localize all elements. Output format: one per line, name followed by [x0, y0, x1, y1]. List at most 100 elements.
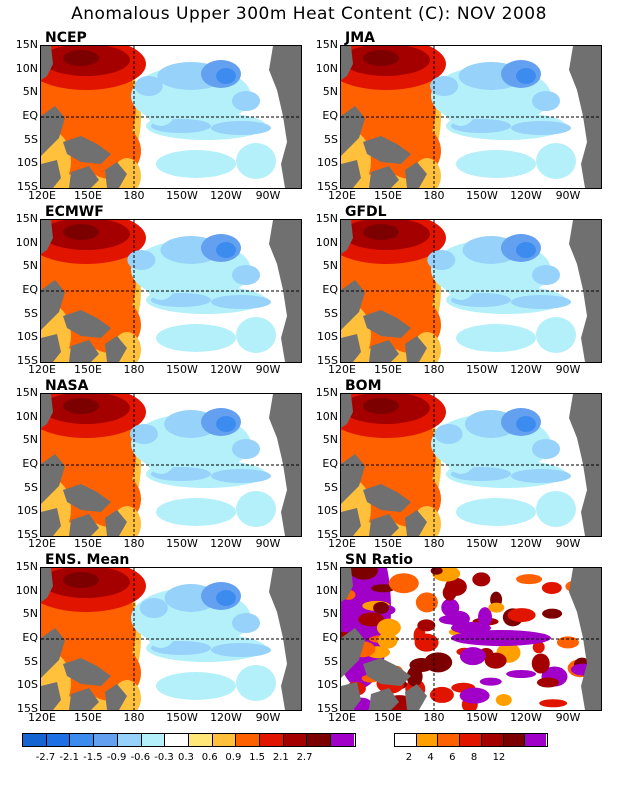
- x-tick-label: 150W: [466, 363, 498, 376]
- panel-title: ENS. Mean: [45, 552, 130, 568]
- x-tick-label: 120E: [328, 189, 356, 202]
- x-tick-label: 180: [423, 711, 445, 724]
- x-tick-label: 90W: [555, 537, 581, 550]
- x-tick-label: 120E: [328, 537, 356, 550]
- x-tick-label: 120W: [510, 711, 542, 724]
- field-map: [341, 220, 601, 362]
- y-tick-label: 10N: [315, 235, 338, 249]
- panel-ncep: [40, 45, 302, 189]
- panel-sn-ratio: [340, 567, 602, 711]
- colorbar-label: 8: [470, 752, 478, 763]
- colorbar-swatch: [117, 734, 142, 746]
- y-tick-label: 15S: [17, 180, 38, 193]
- y-tick-label: EQ: [322, 457, 338, 470]
- x-tick-label: 150E: [74, 537, 102, 550]
- panel-nasa: [40, 393, 302, 537]
- y-tick-label: 15S: [317, 180, 338, 193]
- x-tick-label: 120W: [210, 537, 242, 550]
- y-tick-label: 5N: [322, 259, 338, 273]
- x-tick-label: 90W: [555, 711, 581, 724]
- colorbar-label: 2.1: [272, 752, 289, 763]
- panel-title: JMA: [345, 30, 375, 46]
- colorbar-label: 0.9: [225, 752, 242, 763]
- y-tick-label: 15N: [315, 38, 338, 51]
- x-tick-label: 120E: [328, 363, 356, 376]
- x-tick-label: 150W: [466, 189, 498, 202]
- y-tick-label: 15N: [315, 560, 338, 573]
- x-tick-label: 150W: [166, 711, 198, 724]
- y-tick-label: 15N: [15, 212, 38, 225]
- x-tick-label: 90W: [555, 189, 581, 202]
- y-tick-label: EQ: [22, 631, 38, 644]
- x-tick-label: 150E: [374, 363, 402, 376]
- colorbar-label: 0.3: [178, 752, 194, 763]
- colorbar-swatch: [307, 734, 332, 746]
- y-tick-label: 5S: [324, 306, 338, 320]
- colorbar-swatch: [395, 734, 417, 746]
- panel-title: NASA: [45, 378, 89, 394]
- x-tick-label: 150W: [166, 363, 198, 376]
- x-tick-label: 120W: [510, 363, 542, 376]
- y-tick-label: 5N: [322, 85, 338, 99]
- y-tick-label: 5S: [324, 654, 338, 668]
- x-tick-label: 150W: [466, 711, 498, 724]
- colorbar-label: -0.3: [154, 752, 174, 763]
- field-map: [41, 220, 301, 362]
- y-tick-label: 5N: [22, 85, 38, 99]
- y-tick-label: 15N: [15, 560, 38, 573]
- x-tick-label: 120E: [28, 363, 56, 376]
- x-tick-label: 120E: [28, 537, 56, 550]
- y-tick-label: 15S: [17, 528, 38, 541]
- colorbar-swatch: [94, 734, 118, 746]
- x-tick-label: 180: [423, 363, 445, 376]
- x-tick-label: 150E: [74, 711, 102, 724]
- y-tick-label: 15S: [317, 528, 338, 541]
- x-tick-label: 120E: [328, 711, 356, 724]
- x-tick-label: 150W: [166, 537, 198, 550]
- y-tick-label: 5S: [24, 132, 38, 146]
- colorbar-swatch: [481, 734, 504, 746]
- x-tick-label: 150E: [374, 711, 402, 724]
- field-map: [41, 46, 301, 188]
- panel-jma: [340, 45, 602, 189]
- y-tick-label: 10S: [17, 678, 38, 692]
- y-tick-label: 10S: [17, 504, 38, 518]
- panel-title: GFDL: [345, 204, 387, 220]
- snr-colorbar: [394, 733, 548, 747]
- y-tick-label: 10N: [315, 409, 338, 423]
- colorbar-label: 12: [492, 752, 506, 763]
- y-tick-label: 5S: [24, 480, 38, 494]
- y-tick-label: 5S: [24, 654, 38, 668]
- y-tick-label: 15S: [17, 702, 38, 715]
- y-tick-label: 10S: [317, 330, 338, 344]
- y-tick-label: EQ: [322, 109, 338, 122]
- y-tick-label: 10N: [15, 235, 38, 249]
- colorbar-swatch: [188, 734, 213, 746]
- y-tick-label: 5N: [322, 607, 338, 621]
- y-tick-label: 15N: [315, 212, 338, 225]
- x-tick-label: 150E: [374, 189, 402, 202]
- colorbar-swatch: [460, 734, 482, 746]
- field-map: [341, 394, 601, 536]
- x-tick-label: 150W: [466, 537, 498, 550]
- x-tick-label: 90W: [255, 363, 281, 376]
- y-tick-label: 5S: [324, 480, 338, 494]
- colorbar-label: 2.7: [296, 752, 313, 763]
- x-tick-label: 120W: [210, 363, 242, 376]
- y-tick-label: 10S: [317, 678, 338, 692]
- colorbar-label: -2.7: [35, 752, 56, 763]
- x-tick-label: 180: [423, 189, 445, 202]
- y-tick-label: 5N: [22, 607, 38, 621]
- x-tick-label: 120W: [510, 189, 542, 202]
- x-tick-label: 150E: [74, 363, 102, 376]
- y-tick-label: 10S: [17, 156, 38, 170]
- y-tick-label: 10N: [15, 409, 38, 423]
- x-tick-label: 120W: [210, 189, 242, 202]
- colorbar-swatch: [260, 734, 284, 746]
- colorbar-label: -0.9: [106, 752, 127, 763]
- colorbar-swatch: [23, 734, 47, 746]
- panel-ecmwf: [40, 219, 302, 363]
- colorbar-label: 6: [449, 752, 456, 763]
- colorbar-swatch: [525, 734, 546, 746]
- y-tick-label: 5N: [322, 433, 338, 447]
